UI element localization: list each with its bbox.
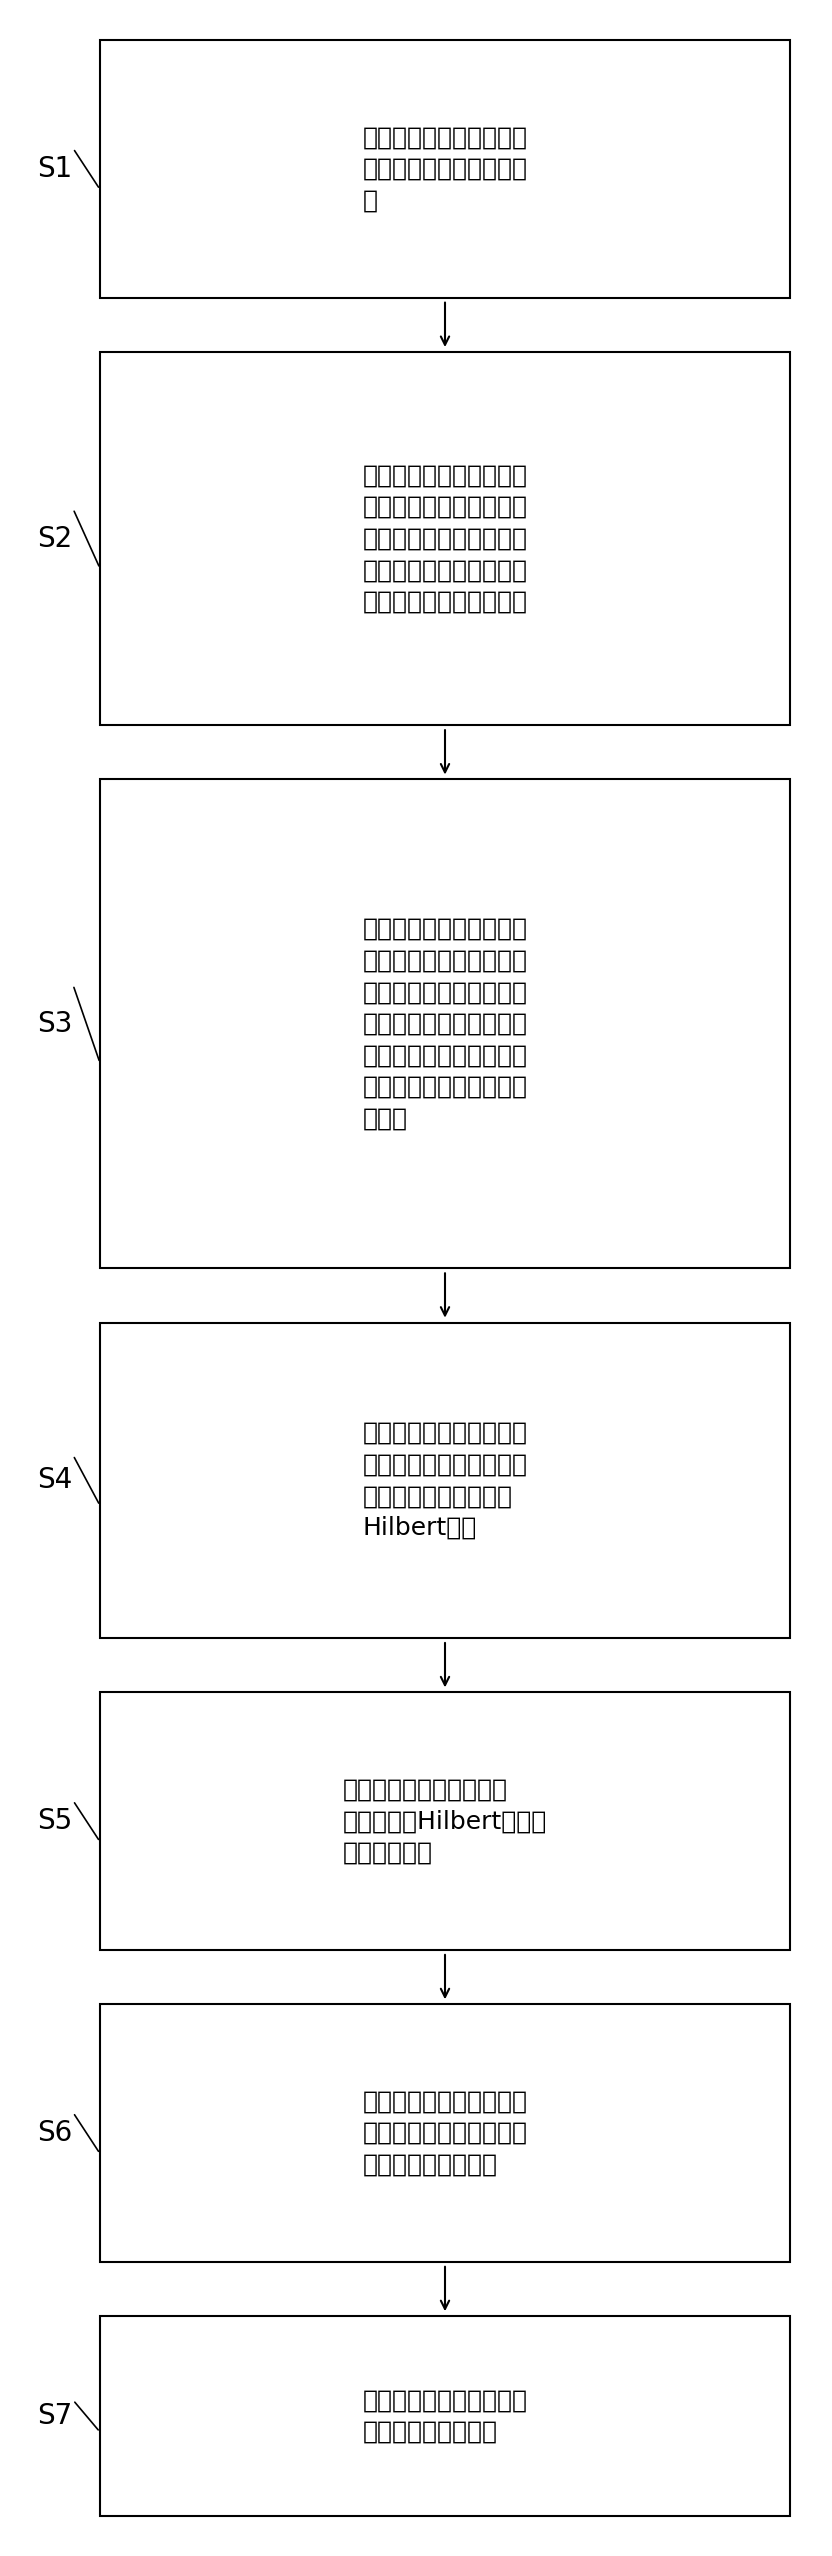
Text: S6: S6 xyxy=(37,2119,72,2147)
FancyBboxPatch shape xyxy=(100,1692,790,1950)
Text: S3: S3 xyxy=(37,1010,72,1038)
FancyBboxPatch shape xyxy=(100,41,790,296)
FancyBboxPatch shape xyxy=(100,1321,790,1638)
FancyBboxPatch shape xyxy=(100,2004,790,2262)
Text: S5: S5 xyxy=(37,1807,72,1835)
Text: 在叶片上布置等间距分布
标记点，并确定标记点位
置: 在叶片上布置等间距分布 标记点，并确定标记点位 置 xyxy=(363,125,527,212)
Text: S2: S2 xyxy=(37,524,72,552)
FancyBboxPatch shape xyxy=(100,780,790,1268)
Text: 根据所述互相关指数计算
各个所述标记点位置的振
动响应非线性程度值: 根据所述互相关指数计算 各个所述标记点位置的振 动响应非线性程度值 xyxy=(363,2088,527,2178)
Text: S7: S7 xyxy=(37,2403,72,2431)
FancyBboxPatch shape xyxy=(100,2316,790,2515)
Text: 根据所述振动响应非线性
程度值确定裂纹位置: 根据所述振动响应非线性 程度值确定裂纹位置 xyxy=(363,2387,527,2444)
Text: 根据所述随机信号激励条
件下的频率响应函数计算
各个所述标记点位置的
Hilbert变换: 根据所述随机信号激励条 件下的频率响应函数计算 各个所述标记点位置的 Hilbe… xyxy=(363,1421,527,1539)
Text: 根据所述各标记点对应的
频响函数及Hilbert变换计
算互相关指数: 根据所述各标记点对应的 频响函数及Hilbert变换计 算互相关指数 xyxy=(343,1776,547,1866)
Text: S1: S1 xyxy=(37,156,72,184)
Text: 针对所述具有疲劳裂纹叶
片结构，通过非接触多点
测振方法采集叶片在随机
信号激励下各个标记点位
置的非线性振动响应信号: 针对所述具有疲劳裂纹叶 片结构，通过非接触多点 测振方法采集叶片在随机 信号激励… xyxy=(363,463,527,613)
FancyBboxPatch shape xyxy=(100,353,790,726)
Text: S4: S4 xyxy=(37,1467,72,1495)
Text: 根据随机信号激励条件下
的非线性振动响应信号，
基于输入点和输出点非线
性振动响应信号，采用频
率响应函数描述叶片输入
点和输出点之间的振动传
递特性: 根据随机信号激励条件下 的非线性振动响应信号， 基于输入点和输出点非线 性振动响… xyxy=(363,918,527,1130)
